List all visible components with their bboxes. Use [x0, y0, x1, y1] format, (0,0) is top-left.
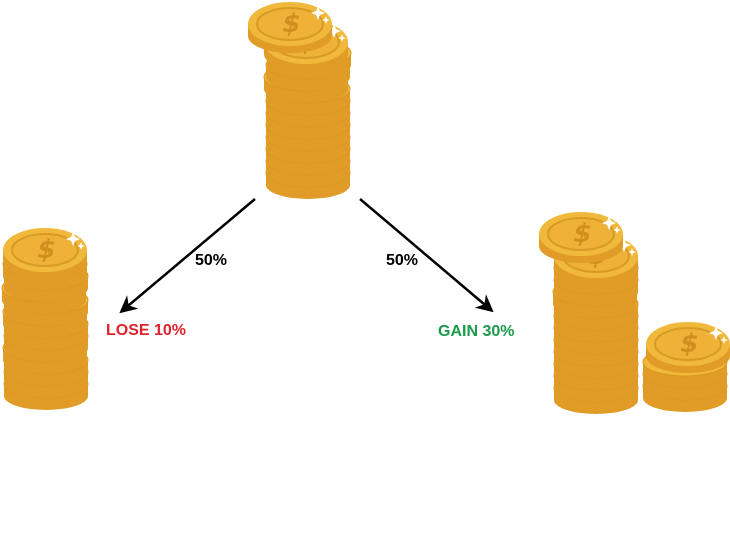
- gain-arrow: [359, 198, 494, 313]
- gain-extra-coin-stack-icon: [642, 321, 730, 413]
- lose-coin-stack-icon: [1, 227, 89, 411]
- gain-probability-label: 50%: [386, 252, 418, 269]
- gain-outcome-label: GAIN 30%: [438, 323, 514, 340]
- lose-outcome-label: LOSE 10%: [106, 322, 186, 339]
- gain-coin-stack-icon: [538, 211, 639, 415]
- lose-arrow: [119, 198, 256, 314]
- lose-probability-label: 50%: [195, 252, 227, 269]
- initial-coin-stack-icon: [247, 1, 352, 200]
